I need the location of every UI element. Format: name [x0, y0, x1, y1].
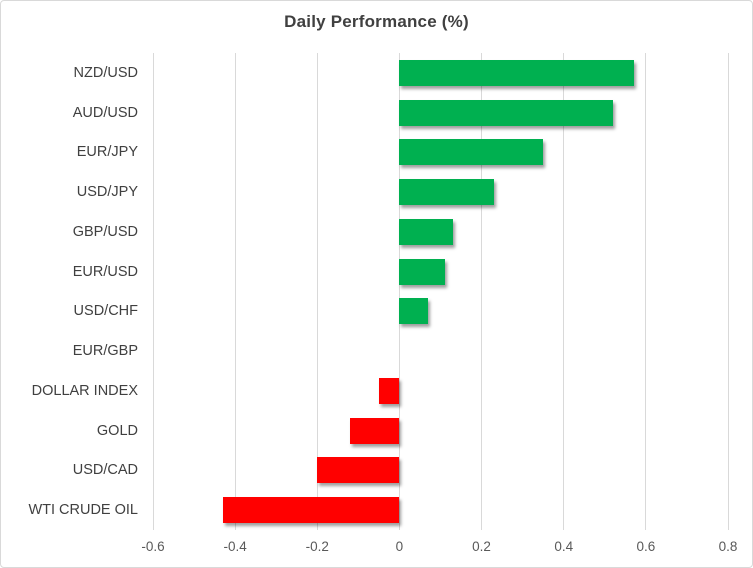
- x-tick-label: 0.4: [554, 539, 574, 554]
- category-label: AUD/USD: [72, 104, 138, 121]
- category-label: GOLD: [96, 422, 138, 439]
- category-label: EUR/USD: [72, 263, 138, 280]
- gridline: [481, 53, 483, 530]
- x-tick-label: 0.2: [472, 539, 491, 554]
- bar-gbp-usd: [399, 218, 453, 245]
- gridline: [645, 53, 647, 530]
- category-label: NZD/USD: [73, 64, 138, 81]
- category-label: USD/JPY: [76, 184, 138, 201]
- x-tick-label: 0.8: [718, 539, 738, 554]
- x-tick-label: -0.6: [141, 539, 165, 554]
- bar-nzd-usd: [399, 59, 634, 86]
- x-tick-label: 0: [395, 539, 404, 554]
- category-label: WTI CRUDE OIL: [28, 502, 138, 519]
- category-label: DOLLAR INDEX: [31, 382, 138, 399]
- plot-area: [152, 53, 729, 530]
- category-label: USD/CHF: [73, 303, 138, 320]
- bar-wti-crude-oil: [222, 497, 400, 524]
- gridline: [316, 53, 318, 530]
- chart-title: Daily Performance (%): [284, 12, 469, 31]
- bar-dollar-index: [378, 377, 400, 404]
- category-label: GBP/USD: [72, 223, 138, 240]
- bar-usd-cad: [317, 457, 400, 484]
- gridline: [234, 53, 236, 530]
- gridline: [563, 53, 565, 530]
- category-label: EUR/JPY: [76, 144, 138, 161]
- gridline: [727, 53, 729, 530]
- gridline: [398, 53, 400, 530]
- gridline: [152, 53, 154, 530]
- x-tick-label: -0.2: [305, 539, 329, 554]
- bar-gold: [350, 417, 400, 444]
- x-tick-label: 0.6: [636, 539, 656, 554]
- x-tick-label: -0.4: [223, 539, 247, 554]
- bar-aud-usd: [399, 99, 613, 126]
- category-label: USD/CAD: [72, 462, 138, 479]
- bar-usd-jpy: [399, 179, 494, 206]
- bar-eur-usd: [399, 258, 445, 285]
- category-label: EUR/GBP: [72, 343, 138, 360]
- bar-eur-jpy: [399, 139, 544, 166]
- bar-usd-chf: [399, 298, 429, 325]
